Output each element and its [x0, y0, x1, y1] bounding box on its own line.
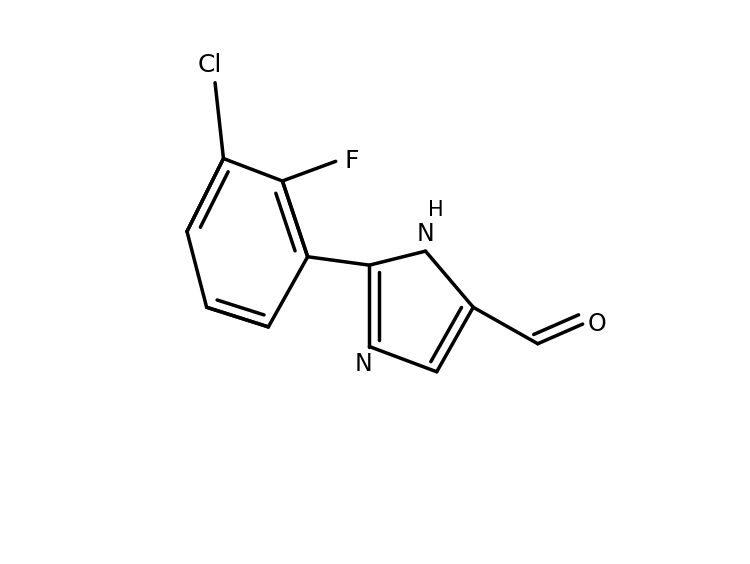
Text: F: F [344, 149, 358, 173]
Text: O: O [587, 312, 606, 336]
Text: Cl: Cl [197, 53, 222, 77]
Text: N: N [417, 222, 434, 245]
Text: H: H [428, 200, 444, 221]
Text: N: N [355, 352, 373, 376]
